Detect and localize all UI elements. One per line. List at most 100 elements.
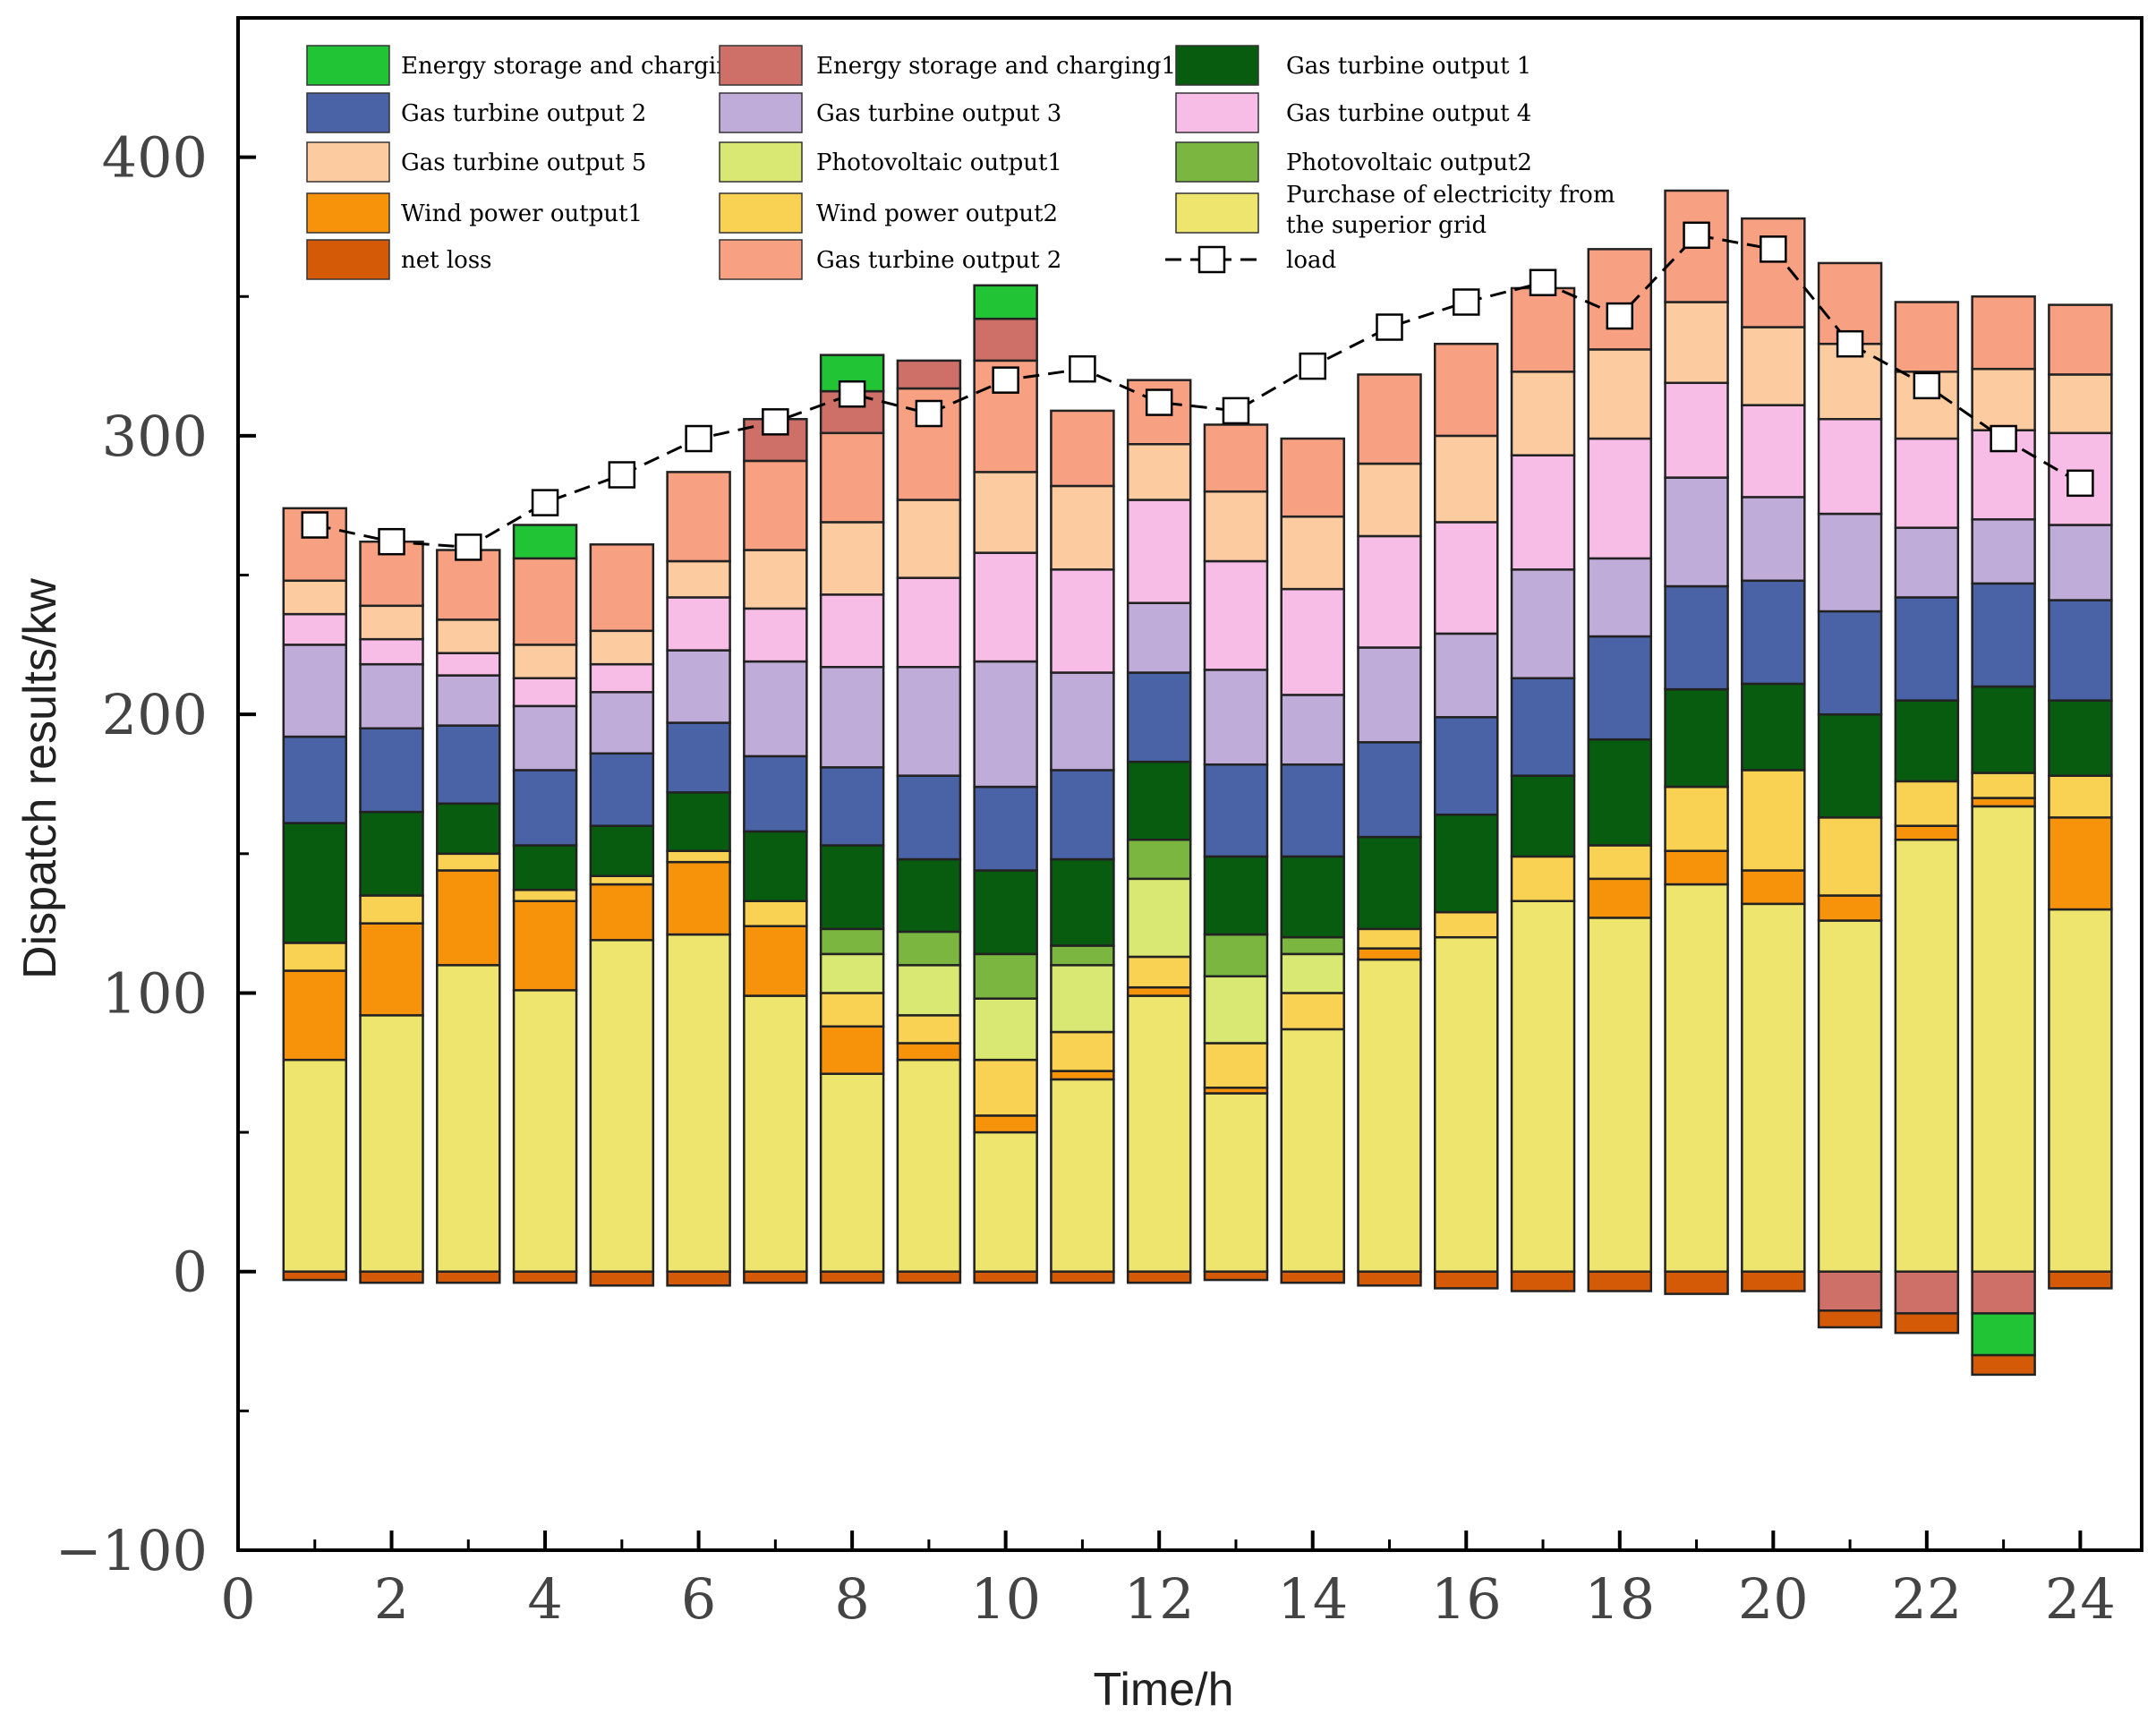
bar-segment — [1971, 797, 2036, 808]
bar-segment — [1894, 596, 1960, 702]
bar-segment — [743, 755, 808, 833]
bar-segment — [1050, 944, 1115, 967]
bar-segment — [1817, 1309, 1883, 1329]
bar-segment — [1280, 1270, 1345, 1284]
load-point — [1606, 302, 1634, 330]
bar-segment — [1050, 857, 1115, 947]
bar-segment — [1587, 635, 1653, 741]
y-tick-label: −100 — [55, 1518, 208, 1583]
load-point — [992, 366, 1019, 394]
legend-label: Photovoltaic output1 — [816, 149, 1062, 176]
bar-segment — [436, 802, 501, 856]
load-point — [685, 424, 712, 453]
bar-segment — [1434, 434, 1499, 524]
bar-segment — [589, 1270, 655, 1287]
bar-segment — [1434, 716, 1499, 816]
bar-segment — [1741, 769, 1806, 872]
bar-segment — [1894, 437, 1960, 529]
bar-segment — [1741, 496, 1806, 583]
bar-segment — [282, 612, 348, 646]
bar-segment — [1050, 409, 1115, 488]
bar-segment — [1971, 582, 2036, 688]
load-point — [838, 379, 866, 408]
bar-segment — [1280, 763, 1345, 858]
x-tick-label: 6 — [681, 1566, 716, 1632]
bar-segment — [1510, 286, 1576, 373]
bar-segment — [1050, 1078, 1115, 1273]
bar-segment — [1126, 442, 1192, 501]
bar-segment — [1203, 423, 1269, 493]
bar-segment — [282, 1058, 348, 1273]
bar-segment — [896, 359, 962, 390]
bar-segment — [2048, 699, 2113, 777]
bar-segment — [1280, 992, 1345, 1031]
load-point — [301, 511, 329, 539]
bar-segment — [1434, 910, 1499, 939]
bar-segment — [1817, 1270, 1883, 1312]
bar-segment — [973, 317, 1038, 362]
bar-segment — [666, 849, 731, 864]
bar-segment — [1894, 1270, 1960, 1315]
bar-segment — [896, 857, 962, 934]
load-point — [1376, 313, 1403, 341]
bar-segment — [1434, 521, 1499, 635]
legend-label: Gas turbine output 4 — [1286, 100, 1531, 127]
bar-segment — [1510, 774, 1576, 858]
bar-segment — [436, 549, 501, 621]
bar-segment — [1587, 877, 1653, 919]
bar-segment — [512, 557, 578, 646]
bar-segment — [743, 607, 808, 663]
legend-swatch — [306, 45, 390, 86]
x-tick-label: 12 — [1124, 1566, 1195, 1632]
bar-segment — [973, 1114, 1038, 1134]
bar-segment — [896, 774, 962, 861]
load-point — [531, 489, 559, 516]
bar-segment — [1664, 785, 1729, 852]
bar-segment — [589, 691, 655, 755]
bar-segment — [896, 576, 962, 669]
legend-label: Wind power output1 — [401, 200, 643, 227]
bar-segment — [359, 637, 424, 666]
bar-segment — [1587, 844, 1653, 881]
bar-segment — [1664, 381, 1729, 479]
load-point — [1145, 388, 1173, 416]
y-tick-label: 400 — [102, 125, 208, 191]
legend-swatch — [1175, 192, 1259, 234]
bar-segment — [1357, 835, 1422, 931]
bar-segment — [1280, 935, 1345, 956]
bar-segment — [896, 1042, 962, 1062]
legend-swatch — [719, 192, 803, 234]
legend-label: Gas turbine output 1 — [1286, 53, 1531, 80]
bar-segment — [512, 769, 578, 847]
bar-segment — [819, 992, 885, 1028]
bar-segment — [359, 1014, 424, 1273]
bar-segment — [1510, 568, 1576, 679]
bar-segment — [512, 524, 578, 560]
bar-segment — [1894, 371, 1960, 440]
y-tick-label: 300 — [102, 404, 208, 469]
legend-label: Gas turbine output 2 — [401, 100, 646, 127]
bar-segment — [359, 810, 424, 897]
bar-segment — [819, 521, 885, 596]
bar-segment — [1587, 348, 1653, 440]
legend-label: Purchase of electricity from the superior… — [1286, 182, 1615, 239]
x-tick-label: 18 — [1584, 1566, 1655, 1632]
load-point — [455, 533, 482, 561]
bar-segment — [589, 874, 655, 886]
load-point — [1913, 371, 1941, 400]
bar-segment — [1664, 1270, 1729, 1295]
bar-segment — [819, 1270, 885, 1284]
load-point — [1760, 235, 1787, 263]
load-point — [2067, 469, 2094, 498]
bar-segment — [1894, 301, 1960, 373]
bar-segment — [282, 942, 348, 972]
bar-segment — [1357, 927, 1422, 950]
load-point — [1222, 397, 1250, 425]
bar-segment — [1280, 437, 1345, 518]
bar-segment — [1203, 669, 1269, 766]
legend-swatch — [719, 239, 803, 280]
bar-segment — [512, 900, 578, 992]
bar-segment — [512, 989, 578, 1273]
legend-label: Energy storage and charging2 — [401, 53, 761, 80]
